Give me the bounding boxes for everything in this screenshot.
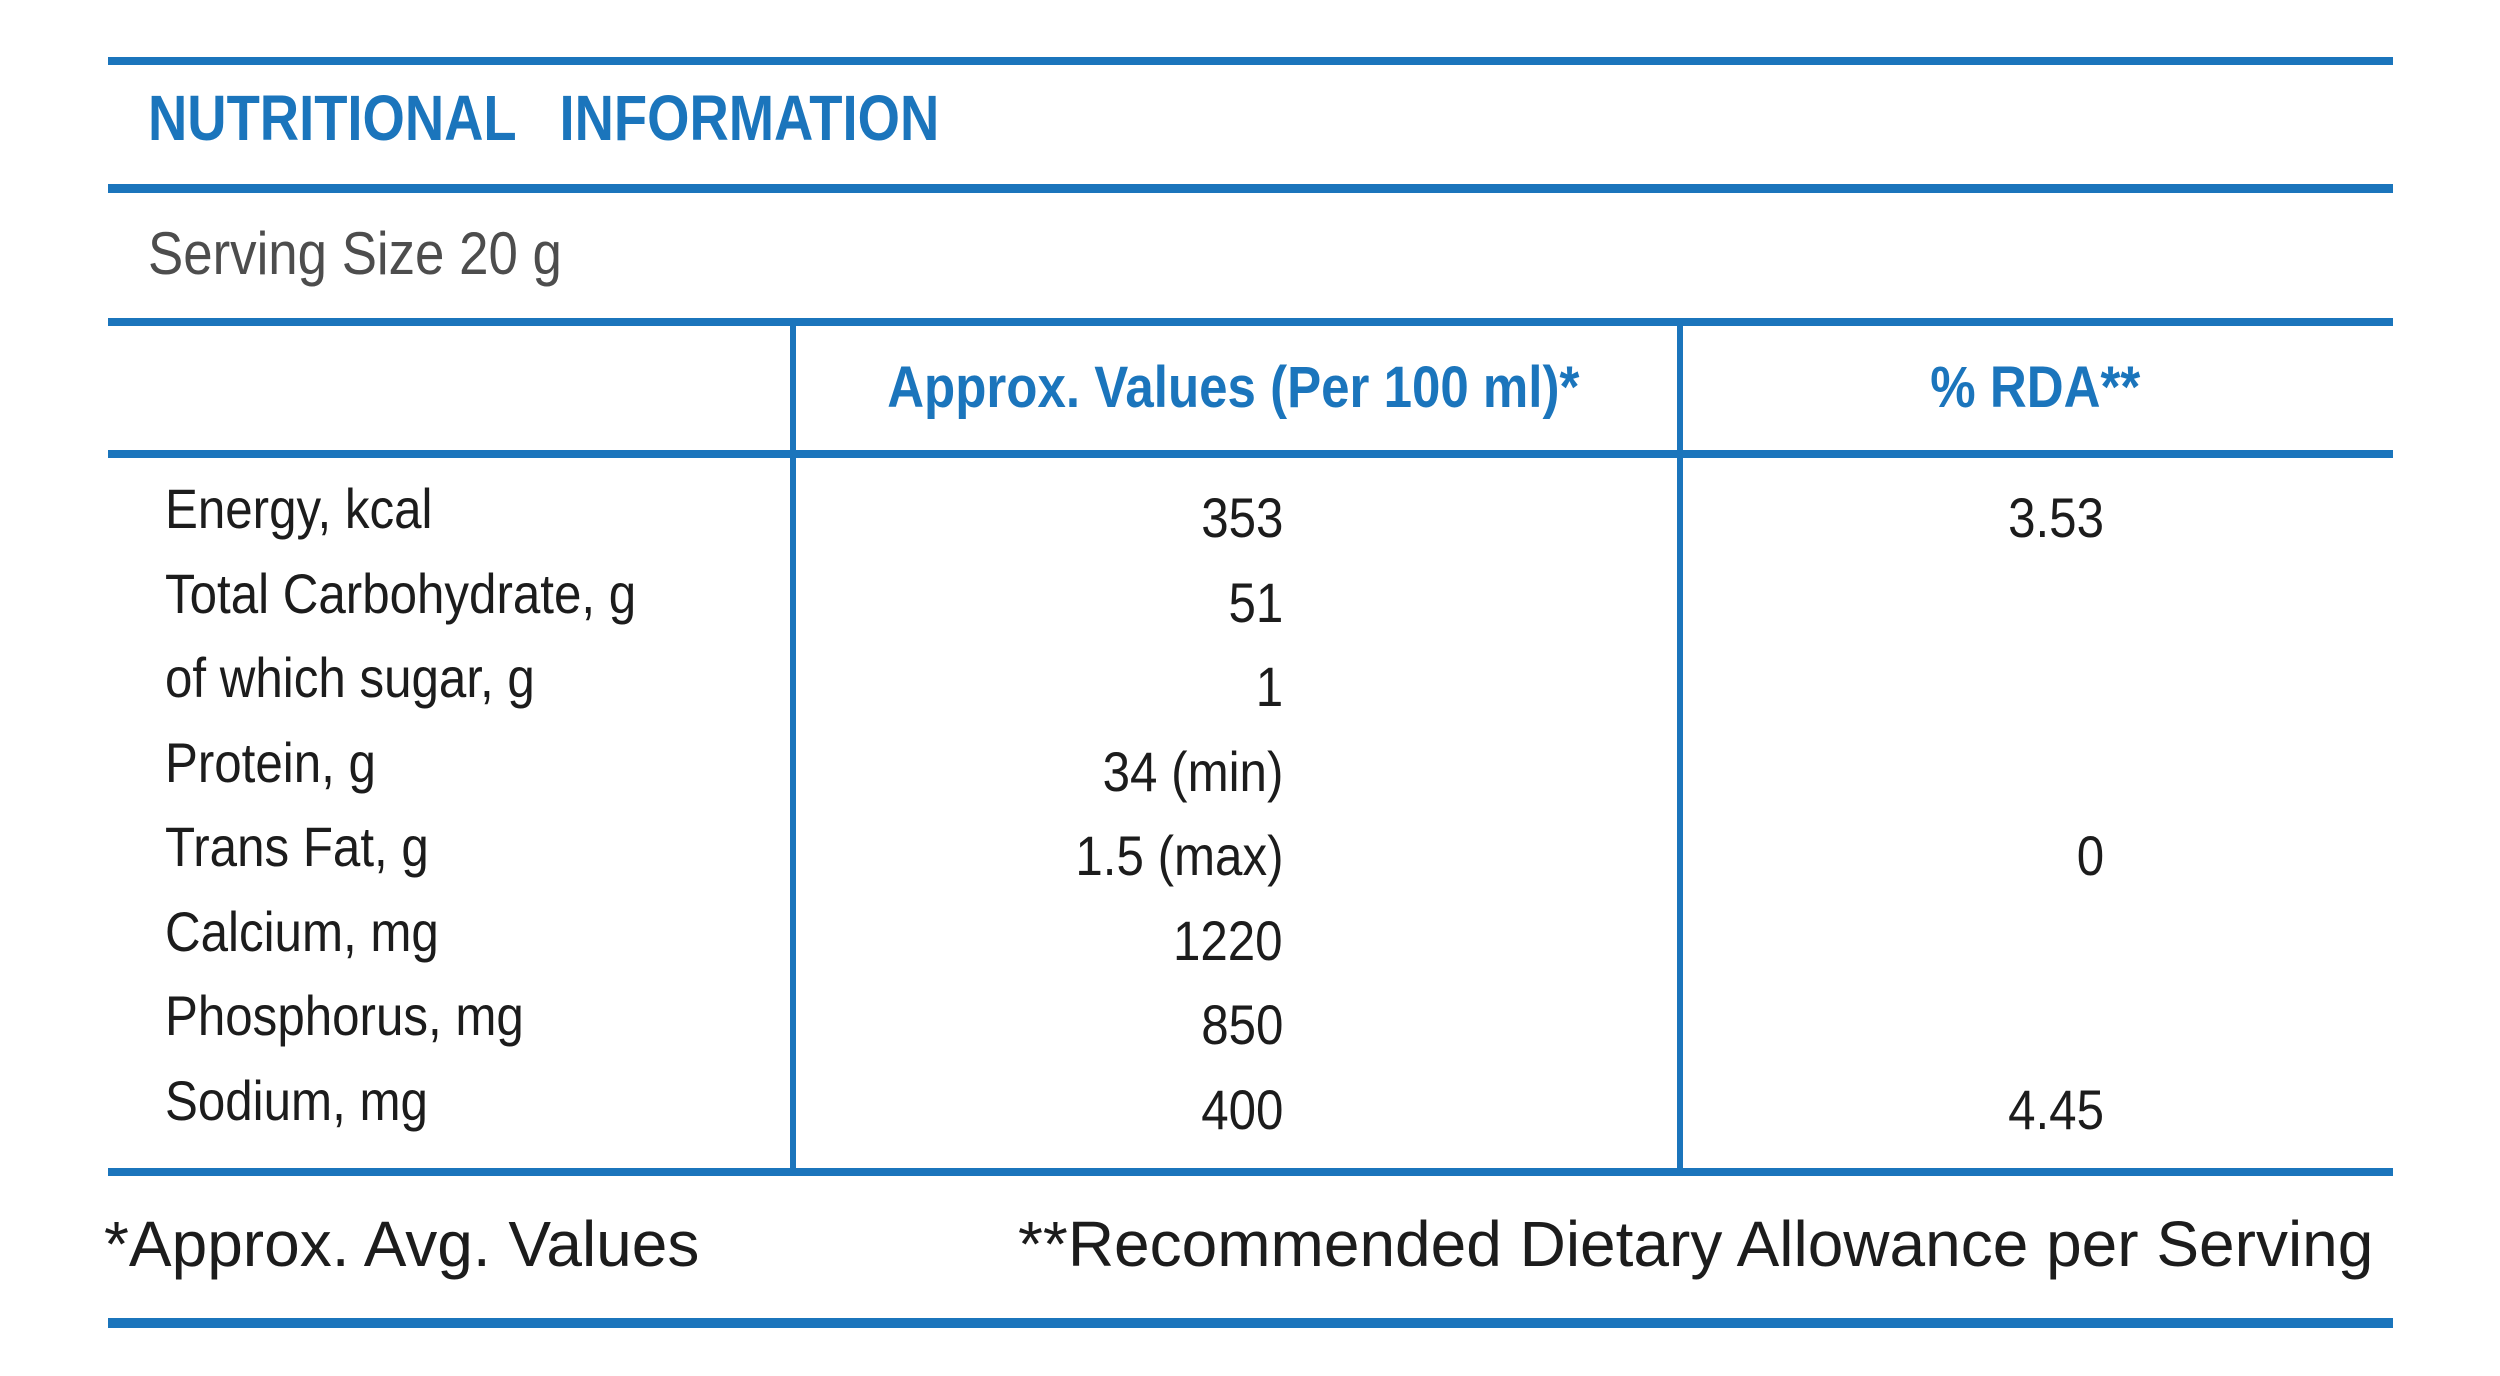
table-row: Sodium, mg 400 4.45 (108, 1059, 2393, 1144)
bottom-rule (108, 1318, 2393, 1328)
row-label: Calcium, mg (165, 899, 439, 963)
row-value: 1 (1255, 655, 1283, 719)
table-row: Total Carbohydrate, g 51 (108, 552, 2393, 637)
row-label: Protein, g (165, 730, 376, 794)
row-label: Phosphorus, mg (165, 984, 524, 1048)
column-header-rda: % RDA** (1930, 355, 2140, 420)
table-column-divider-2 (1677, 318, 1683, 1176)
header-cell-rda: % RDA** (1677, 359, 2393, 417)
row-label: Sodium, mg (165, 1068, 428, 1132)
row-value: 51 (1228, 570, 1283, 634)
row-rda: 3.53 (2008, 486, 2104, 550)
table-row: Trans Fat, g 1.5 (max) 0 (108, 805, 2393, 890)
table-header-separator-rule (108, 450, 2393, 458)
row-value: 1220 (1173, 908, 1283, 972)
row-value: 400 (1200, 1077, 1283, 1141)
row-rda: 4.45 (2008, 1077, 2104, 1141)
top-rule (108, 57, 2393, 65)
row-rda: 0 (2076, 824, 2104, 888)
page-title: NUTRITIONAL INFORMATION (148, 82, 940, 154)
header-cell-approx-values: Approx. Values (Per 100 ml)* (790, 359, 1677, 417)
table-header-row: Approx. Values (Per 100 ml)* % RDA** (108, 326, 2393, 450)
table-row: of which sugar, g 1 (108, 636, 2393, 721)
table-row: Energy, kcal 353 3.53 (108, 467, 2393, 552)
table-row: Protein, g 34 (min) (108, 721, 2393, 806)
row-value: 353 (1200, 486, 1283, 550)
serving-size-text: Serving Size 20 g (148, 220, 562, 287)
row-value: 1.5 (max) (1074, 824, 1283, 888)
table-row: Calcium, mg 1220 (108, 890, 2393, 975)
row-value: 34 (min) (1102, 739, 1283, 803)
table-body: Energy, kcal 353 3.53 Total Carbohydrate… (108, 467, 2393, 1143)
table-bottom-rule (108, 1168, 2393, 1176)
table-row: Phosphorus, mg 850 (108, 974, 2393, 1059)
row-label: Trans Fat, g (165, 815, 429, 879)
footnote-approx-avg: *Approx. Avg. Values (104, 1208, 700, 1280)
row-label: Energy, kcal (165, 477, 433, 541)
table-top-rule (108, 318, 2393, 326)
footnote-rda-definition: **Recommended Dietary Allowance per Serv… (1018, 1208, 2374, 1280)
column-header-approx-values: Approx. Values (Per 100 ml)* (887, 355, 1580, 420)
table-column-divider-1 (790, 318, 796, 1176)
row-value: 850 (1200, 993, 1283, 1057)
row-label: Total Carbohydrate, g (165, 561, 637, 625)
title-underline-rule (108, 184, 2393, 193)
row-label: of which sugar, g (165, 646, 535, 710)
